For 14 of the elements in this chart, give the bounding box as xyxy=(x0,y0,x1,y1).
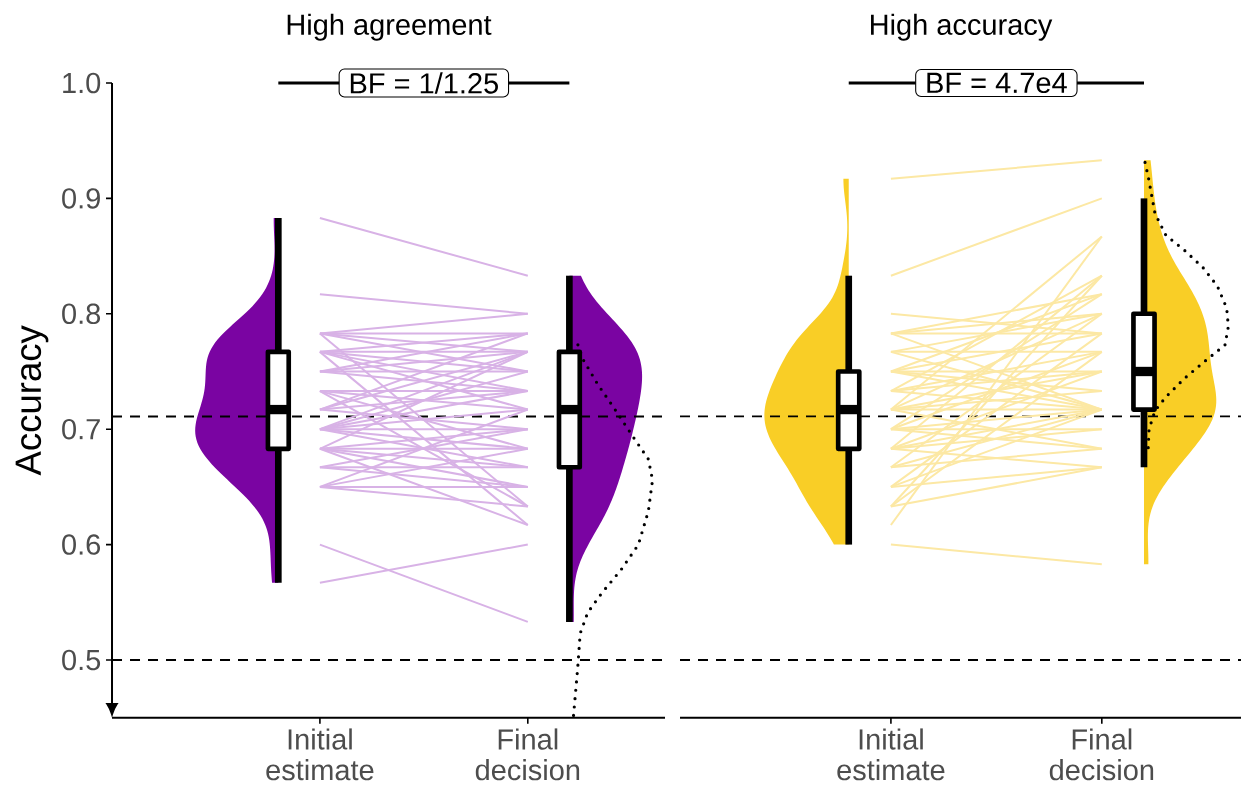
x-tick-label: Initial estimate xyxy=(266,728,374,781)
chart-title: High accuracy xyxy=(871,13,1053,41)
chart-title: High agreement xyxy=(287,13,492,41)
y-axis-title: Accuracy xyxy=(15,325,49,476)
y-tick-label: 1.0 xyxy=(63,72,101,94)
annotation: BF = 4.7e4 xyxy=(927,72,1067,94)
x-tick-label: Initial estimate xyxy=(837,728,945,781)
x-tick-label: Final decision xyxy=(475,728,580,781)
y-tick-label: 0.7 xyxy=(62,418,100,440)
y-tick-label: 0.8 xyxy=(62,303,101,325)
y-tick-label: 0.5 xyxy=(62,649,101,671)
x-tick-label: Final decision xyxy=(1049,728,1154,781)
y-tick-label: 0.9 xyxy=(62,188,100,209)
y-tick-label: 0.6 xyxy=(62,534,101,555)
